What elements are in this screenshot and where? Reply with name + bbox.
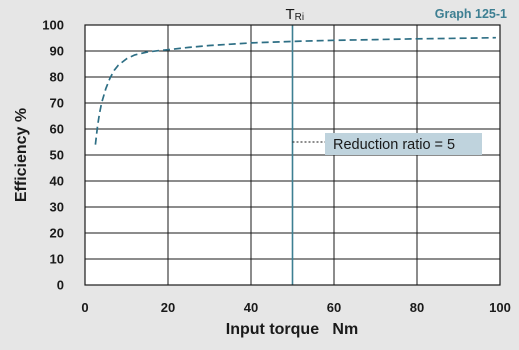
y-tick-label: 50 (50, 148, 64, 163)
annotation-label: Reduction ratio = 5 (333, 137, 455, 153)
reference-line-group: TRi (286, 6, 305, 285)
x-tick-label: 20 (161, 300, 175, 315)
y-tick-label: 10 (50, 252, 64, 267)
y-tick-label: 80 (50, 70, 64, 85)
y-tick-label: 90 (50, 44, 64, 59)
graph-id-label: Graph 125-1 (435, 7, 507, 21)
y-tick-label: 100 (42, 18, 64, 33)
y-tick-label: 70 (50, 96, 64, 111)
x-tick-label: 60 (327, 300, 341, 315)
y-tick-labels: 0 10 20 30 40 50 60 70 80 90 100 (42, 18, 64, 293)
series-group (94, 36, 496, 145)
plot-frame (84, 24, 501, 286)
x-tick-label: 40 (244, 300, 258, 315)
efficiency-curve (94, 36, 496, 145)
y-axis-title: Efficiency % (13, 108, 30, 202)
y-tick-label: 60 (50, 122, 64, 137)
y-tick-label: 0 (57, 278, 64, 293)
annotation-box (325, 133, 482, 155)
y-tick-label: 30 (50, 200, 64, 215)
x-axis-title: Input torque Nm (226, 321, 358, 338)
reference-line-label: TRi (286, 6, 305, 23)
x-tick-label: 0 (81, 300, 88, 315)
y-tick-label: 20 (50, 226, 64, 241)
x-tick-labels: 0 20 40 60 80 100 (81, 300, 510, 315)
x-tick-label: 100 (489, 300, 511, 315)
x-tick-label: 80 (410, 300, 424, 315)
annotation-group: Reduction ratio = 5 (292, 133, 482, 155)
y-tick-label: 40 (50, 174, 64, 189)
